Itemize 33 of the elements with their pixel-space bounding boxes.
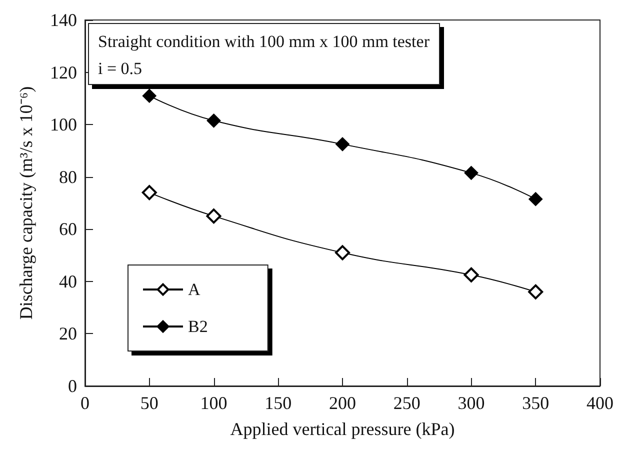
y-tick-label: 0 — [68, 376, 77, 396]
legend-label: B2 — [188, 317, 208, 336]
point — [464, 166, 478, 180]
point — [142, 185, 157, 200]
y-tick-label: 60 — [59, 219, 77, 240]
point — [206, 114, 221, 128]
y-tick-label: 120 — [50, 62, 77, 82]
y-tick-label: 80 — [59, 166, 77, 187]
point — [335, 245, 350, 260]
y-tick-label: 40 — [59, 271, 77, 292]
x-tick-label: 100 — [200, 393, 228, 413]
point — [528, 284, 544, 300]
x-tick-label: 250 — [393, 393, 420, 413]
x-tick-label: 300 — [458, 393, 485, 413]
annotation: Straight condition with 100 mm x 100 mm tester — [98, 32, 430, 51]
x-tick-label: 150 — [264, 393, 292, 413]
y-tick-label: 100 — [50, 114, 77, 135]
x-tick-label: 200 — [329, 393, 356, 413]
point — [528, 192, 543, 206]
y-tick-label: 140 — [50, 10, 77, 30]
y-axis-title: Discharge capacity (m³/s x 10⁻⁶) — [16, 86, 36, 320]
x-axis-title: Applied vertical pressure (kPa) — [230, 419, 455, 439]
point — [142, 88, 156, 103]
point — [206, 208, 222, 224]
y-tick-label: 20 — [59, 324, 77, 344]
annotation: i = 0.5 — [98, 59, 142, 78]
legend-label: A — [188, 280, 201, 299]
x-tick-label: 50 — [140, 393, 158, 413]
x-tick-label: 400 — [586, 393, 614, 413]
point — [464, 267, 479, 282]
x-tick-label: 350 — [522, 393, 550, 413]
x-tick-label: 0 — [80, 393, 90, 413]
point — [336, 137, 350, 152]
